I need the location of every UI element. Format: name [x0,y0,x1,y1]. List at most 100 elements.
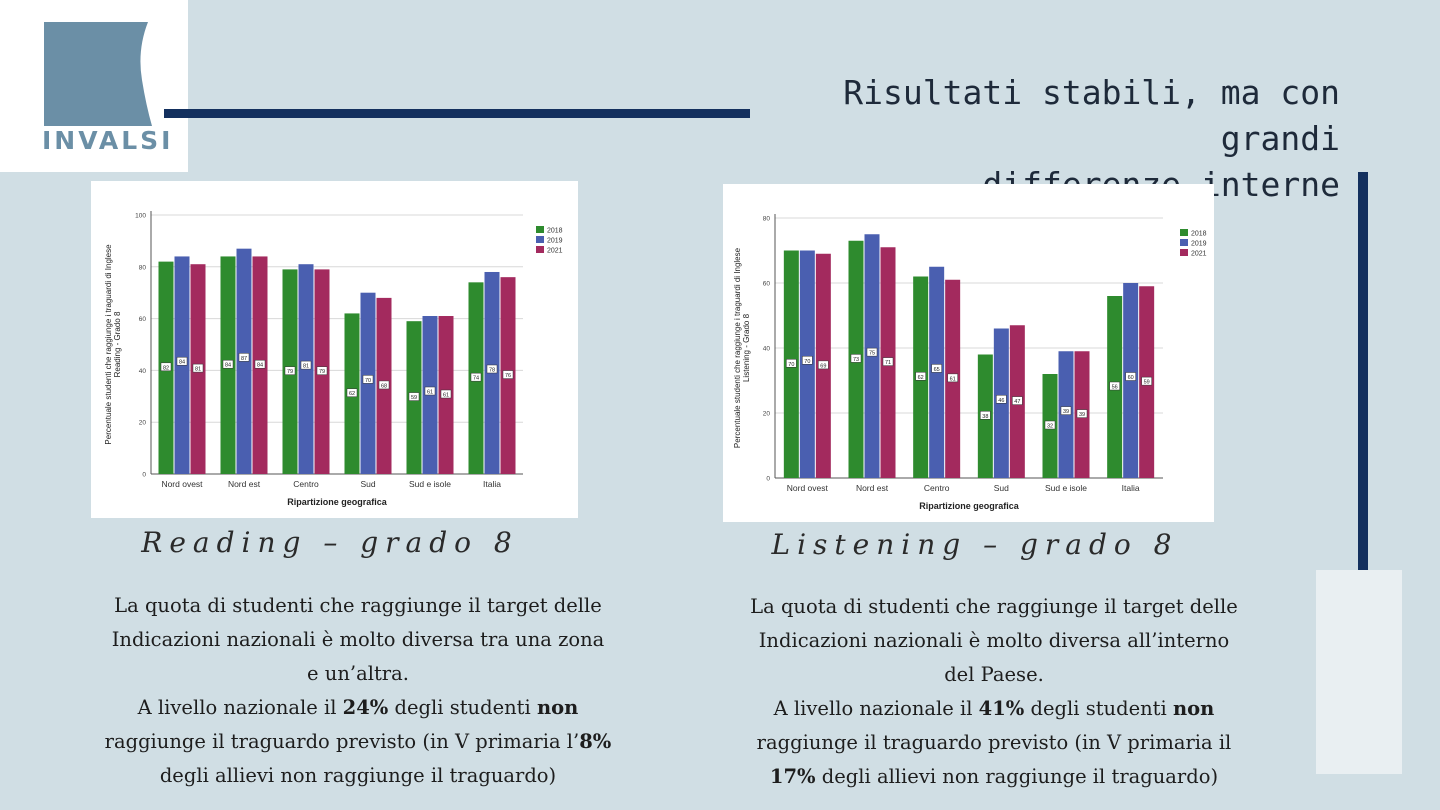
data-label-box [866,347,878,357]
data-label: 73 [853,357,859,363]
legend-swatch [536,236,544,243]
data-label-box [254,359,266,369]
y-axis-label: Percentuale studenti che raggiunge i tra… [104,244,122,445]
y-tick-label: 80 [139,264,147,271]
x-tick-label: Centro [293,479,319,489]
data-label-box [300,360,312,370]
reading-desc-line-6: degli allievi non raggiunge il traguardo… [159,764,557,787]
y-tick-label: 60 [763,281,771,288]
listening-desc-line-3: del Paese. [944,663,1044,686]
data-label: 84 [179,360,185,366]
x-tick-label: Sud e isole [409,479,451,489]
data-label: 74 [473,376,479,382]
x-tick-label: Italia [1122,483,1140,493]
data-label: 79 [319,369,325,375]
legend-swatch [536,226,544,233]
data-label: 59 [1144,380,1150,386]
data-label-box [160,362,172,372]
reading-desc-line-1: La quota di studenti che raggiunge il ta… [114,594,602,617]
listening-description: La quota di studenti che raggiunge il ta… [716,590,1272,794]
data-label: 59 [411,395,417,401]
data-label: 38 [982,414,988,420]
legend-swatch [1180,249,1188,256]
reading-desc-highlight: 8% [579,730,612,753]
data-label: 75 [869,351,875,357]
legend-swatch [536,246,544,253]
listening-chart-svg: 0 20 40 60 80 70 70 69 Nord ovest 73 75 71 Nord est 6… [733,214,1207,511]
data-label-box [284,366,296,375]
data-label-box [486,364,498,374]
listening-caption: Listening – grado 8 [771,528,1179,561]
data-label-box [1044,420,1056,430]
x-axis-label: Ripartizione geografica [919,501,1020,511]
y-tick-label: 20 [139,420,147,427]
legend-label: 2021 [547,248,563,255]
data-label-box [1060,406,1072,415]
data-label-box [1125,372,1136,381]
reading-description: La quota di studenti che raggiunge il ta… [80,589,636,793]
data-label: 81 [303,364,309,370]
legend-label: 2019 [547,238,563,245]
reading-desc-highlight: non [536,696,579,719]
data-label: 46 [998,398,1004,404]
data-label-box [238,353,250,362]
reading-desc-text: degli studenti [388,696,537,719]
y-tick-label: 40 [763,346,771,353]
slide-title: Risultati stabili, ma con grandi differe… [740,70,1340,208]
y-tick-label: 60 [139,316,147,323]
listening-desc-text: degli allievi non raggiunge il traguardo… [815,765,1219,788]
reading-desc-line-3: e un’altra. [307,662,409,685]
listening-desc-line-2: Indicazioni nazionali è molto diversa al… [758,629,1230,652]
data-label-box [502,370,514,379]
data-label-box [1141,376,1152,386]
data-label: 61 [950,376,956,382]
y-tick-label: 100 [135,213,146,220]
data-label: 32 [1047,424,1053,430]
x-tick-label: Nord ovest [787,483,829,493]
title-line-1: Risultati stabili, ma con grandi [843,73,1340,158]
data-label-box [408,392,420,401]
data-label: 84 [225,363,231,369]
x-tick-label: Sud [994,483,1009,493]
x-tick-label: Nord ovest [161,479,203,489]
y-axis-label-line-1: Percentuale studenti che raggiunge i tra… [104,244,113,445]
reading-desc-line-4: A livello nazionale il 24% degli student… [80,691,636,725]
reading-chart: 0 20 40 60 80 100 82 84 81 Nord ovest 84 87 84 Nord e… [91,181,578,518]
data-label-box [1076,409,1088,418]
y-tick-label: 0 [142,472,146,479]
side-rule [1358,172,1368,740]
y-tick-label: 20 [763,411,771,418]
legend-swatch [1180,239,1188,246]
data-label-box [316,366,328,375]
listening-chart: 0 20 40 60 80 70 70 69 Nord ovest 73 75 71 Nord est 6… [723,184,1214,522]
data-label-box [818,360,829,370]
decorative-box [1316,570,1402,774]
reading-chart-svg: 0 20 40 60 80 100 82 84 81 Nord ovest 84 87 84 Nord e… [104,211,563,507]
data-label: 60 [1128,375,1134,381]
listening-desc-line-1: La quota di studenti che raggiunge il ta… [750,595,1238,618]
legend-label: 2019 [1191,241,1207,248]
y-axis-label-line-2: Reading - Grado 8 [113,311,122,377]
data-label: 70 [788,362,794,368]
reading-desc-text: raggiunge il traguardo previsto (in V pr… [104,730,580,753]
data-label-box [440,389,452,399]
data-label-box [947,373,958,383]
listening-desc-line-4: A livello nazionale il 41% degli student… [716,692,1272,726]
data-label-box [424,386,436,396]
x-axis-label: Ripartizione geografica [287,497,388,507]
x-tick-label: Italia [483,479,501,489]
data-label: 62 [349,391,355,397]
legend-swatch [1180,229,1188,236]
y-axis-label: Percentuale studenti che raggiunge i tra… [733,247,751,448]
y-tick-label: 0 [766,476,770,483]
data-label-box [980,411,991,420]
reading-caption: Reading – grado 8 [141,526,519,559]
data-label-box [1109,381,1120,391]
data-label: 65 [934,367,940,373]
listening-desc-text: degli studenti [1024,697,1173,720]
listening-desc-line-5: raggiunge il traguardo previsto (in V pr… [756,731,1232,754]
data-label-box [176,356,188,366]
reading-desc-line-2: Indicazioni nazionali è molto diversa tr… [111,628,605,651]
data-label: 71 [885,360,891,366]
y-axis-label-line-1: Percentuale studenti che raggiunge i tra… [733,247,742,448]
